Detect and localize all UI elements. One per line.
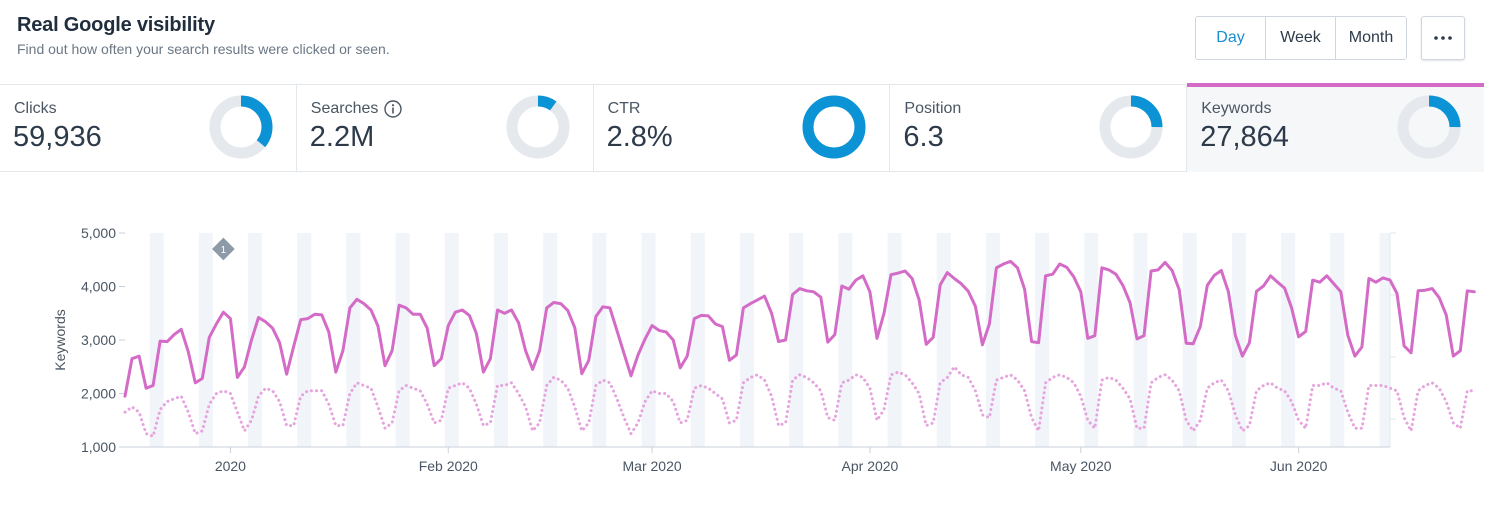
- y-tick-label: 2,000: [81, 386, 116, 402]
- weekend-band: [739, 233, 754, 447]
- y-axis-label: Keywords: [52, 309, 68, 370]
- line-chart: 1,000 2,000 3,000 4,000 5,000 Keywords 2020 Feb…: [52, 225, 1476, 474]
- donut-track: [506, 95, 570, 159]
- y-tick-label: 3,000: [81, 332, 116, 348]
- donut-chart-icon: [1099, 95, 1163, 159]
- x-tick-label: Jun 2020: [1270, 458, 1328, 474]
- annotation-label: 1: [221, 245, 227, 256]
- weekend-band: [1231, 233, 1246, 447]
- weekend-band: [493, 233, 509, 447]
- weekend-band: [1379, 233, 1390, 447]
- series-line-current: [123, 259, 1476, 398]
- weekend-band: [690, 233, 705, 447]
- series-line-previous: [123, 365, 1476, 438]
- weekend-band: [543, 233, 558, 447]
- metric-value: 2.8%: [606, 121, 673, 153]
- donut-fill: [1099, 95, 1163, 159]
- weekend-band: [297, 233, 312, 447]
- metric-value: 2.2M: [309, 121, 375, 153]
- weekend-band: [149, 233, 164, 447]
- donut-chart-icon: [506, 95, 570, 159]
- weekend-band: [592, 233, 607, 447]
- metric-value: 59,936: [13, 121, 102, 153]
- period-week-button[interactable]: Week: [1266, 17, 1336, 59]
- page-title: Real Google visibility: [17, 14, 215, 36]
- metric-label: CTR: [607, 100, 641, 117]
- metric-clicks[interactable]: Clicks 59,936: [0, 85, 297, 172]
- metric-label: Searches: [310, 100, 379, 117]
- y-tick-label: 1,000: [81, 439, 116, 455]
- weekend-band: [198, 233, 213, 447]
- weekend-bands: [149, 233, 1390, 447]
- donut-chart-icon: [1397, 95, 1461, 159]
- weekend-band: [838, 233, 853, 447]
- weekend-band: [1035, 233, 1050, 447]
- weekend-band: [1182, 233, 1197, 447]
- donut-fill: [802, 95, 866, 159]
- weekend-band: [444, 233, 459, 447]
- donut-fill: [209, 95, 273, 159]
- weekend-band: [1133, 233, 1148, 447]
- metric-label: Position: [904, 100, 962, 117]
- y-tick-label: 5,000: [81, 225, 116, 241]
- metric-label: Keywords: [1201, 100, 1272, 117]
- metric-searches[interactable]: Searches 2.2M: [297, 85, 594, 172]
- weekend-band: [346, 233, 361, 447]
- period-month-button[interactable]: Month: [1336, 17, 1406, 59]
- x-tick-label: 2020: [215, 458, 246, 474]
- donut-fill: [506, 95, 570, 159]
- x-tick-label: Mar 2020: [623, 458, 682, 474]
- more-options-button[interactable]: [1421, 16, 1465, 60]
- metric-label: Clicks: [14, 100, 57, 117]
- metrics-bar: Clicks 59,936 Searches 2.2M CTR 2.8% Pos…: [0, 83, 1484, 172]
- metric-value: 27,864: [1200, 121, 1289, 153]
- y-tick-label: 4,000: [81, 279, 116, 295]
- keywords-chart: 1,000 2,000 3,000 4,000 5,000 Keywords 2020 Feb…: [0, 173, 1496, 521]
- metric-keywords[interactable]: Keywords 27,864: [1187, 83, 1484, 172]
- weekend-band: [887, 233, 902, 447]
- weekend-band: [936, 233, 951, 447]
- donut-chart-icon: [802, 95, 866, 159]
- x-tick-label: Feb 2020: [419, 458, 478, 474]
- weekend-band: [395, 233, 410, 447]
- metric-position[interactable]: Position 6.3: [890, 85, 1188, 172]
- ellipsis-icon: [1434, 36, 1452, 40]
- page-subtitle: Find out how often your search results w…: [17, 41, 390, 57]
- period-day-button[interactable]: Day: [1196, 17, 1266, 59]
- metric-ctr[interactable]: CTR 2.8%: [594, 85, 891, 172]
- x-tick-label: Apr 2020: [842, 458, 899, 474]
- weekend-band: [1281, 233, 1296, 447]
- annotation-marker[interactable]: 1: [212, 237, 235, 261]
- metric-value: 6.3: [903, 121, 944, 153]
- period-selector: Day Week Month: [1195, 16, 1407, 60]
- weekend-band: [1330, 233, 1345, 447]
- weekend-band: [1084, 233, 1099, 447]
- weekend-band: [985, 233, 1000, 447]
- weekend-band: [247, 233, 263, 447]
- weekend-band: [789, 233, 804, 447]
- info-icon[interactable]: [384, 100, 403, 118]
- header: Real Google visibility Find out how ofte…: [0, 0, 1496, 84]
- x-tick-label: May 2020: [1050, 458, 1112, 474]
- donut-chart-icon: [209, 95, 273, 159]
- donut-fill: [1397, 95, 1461, 159]
